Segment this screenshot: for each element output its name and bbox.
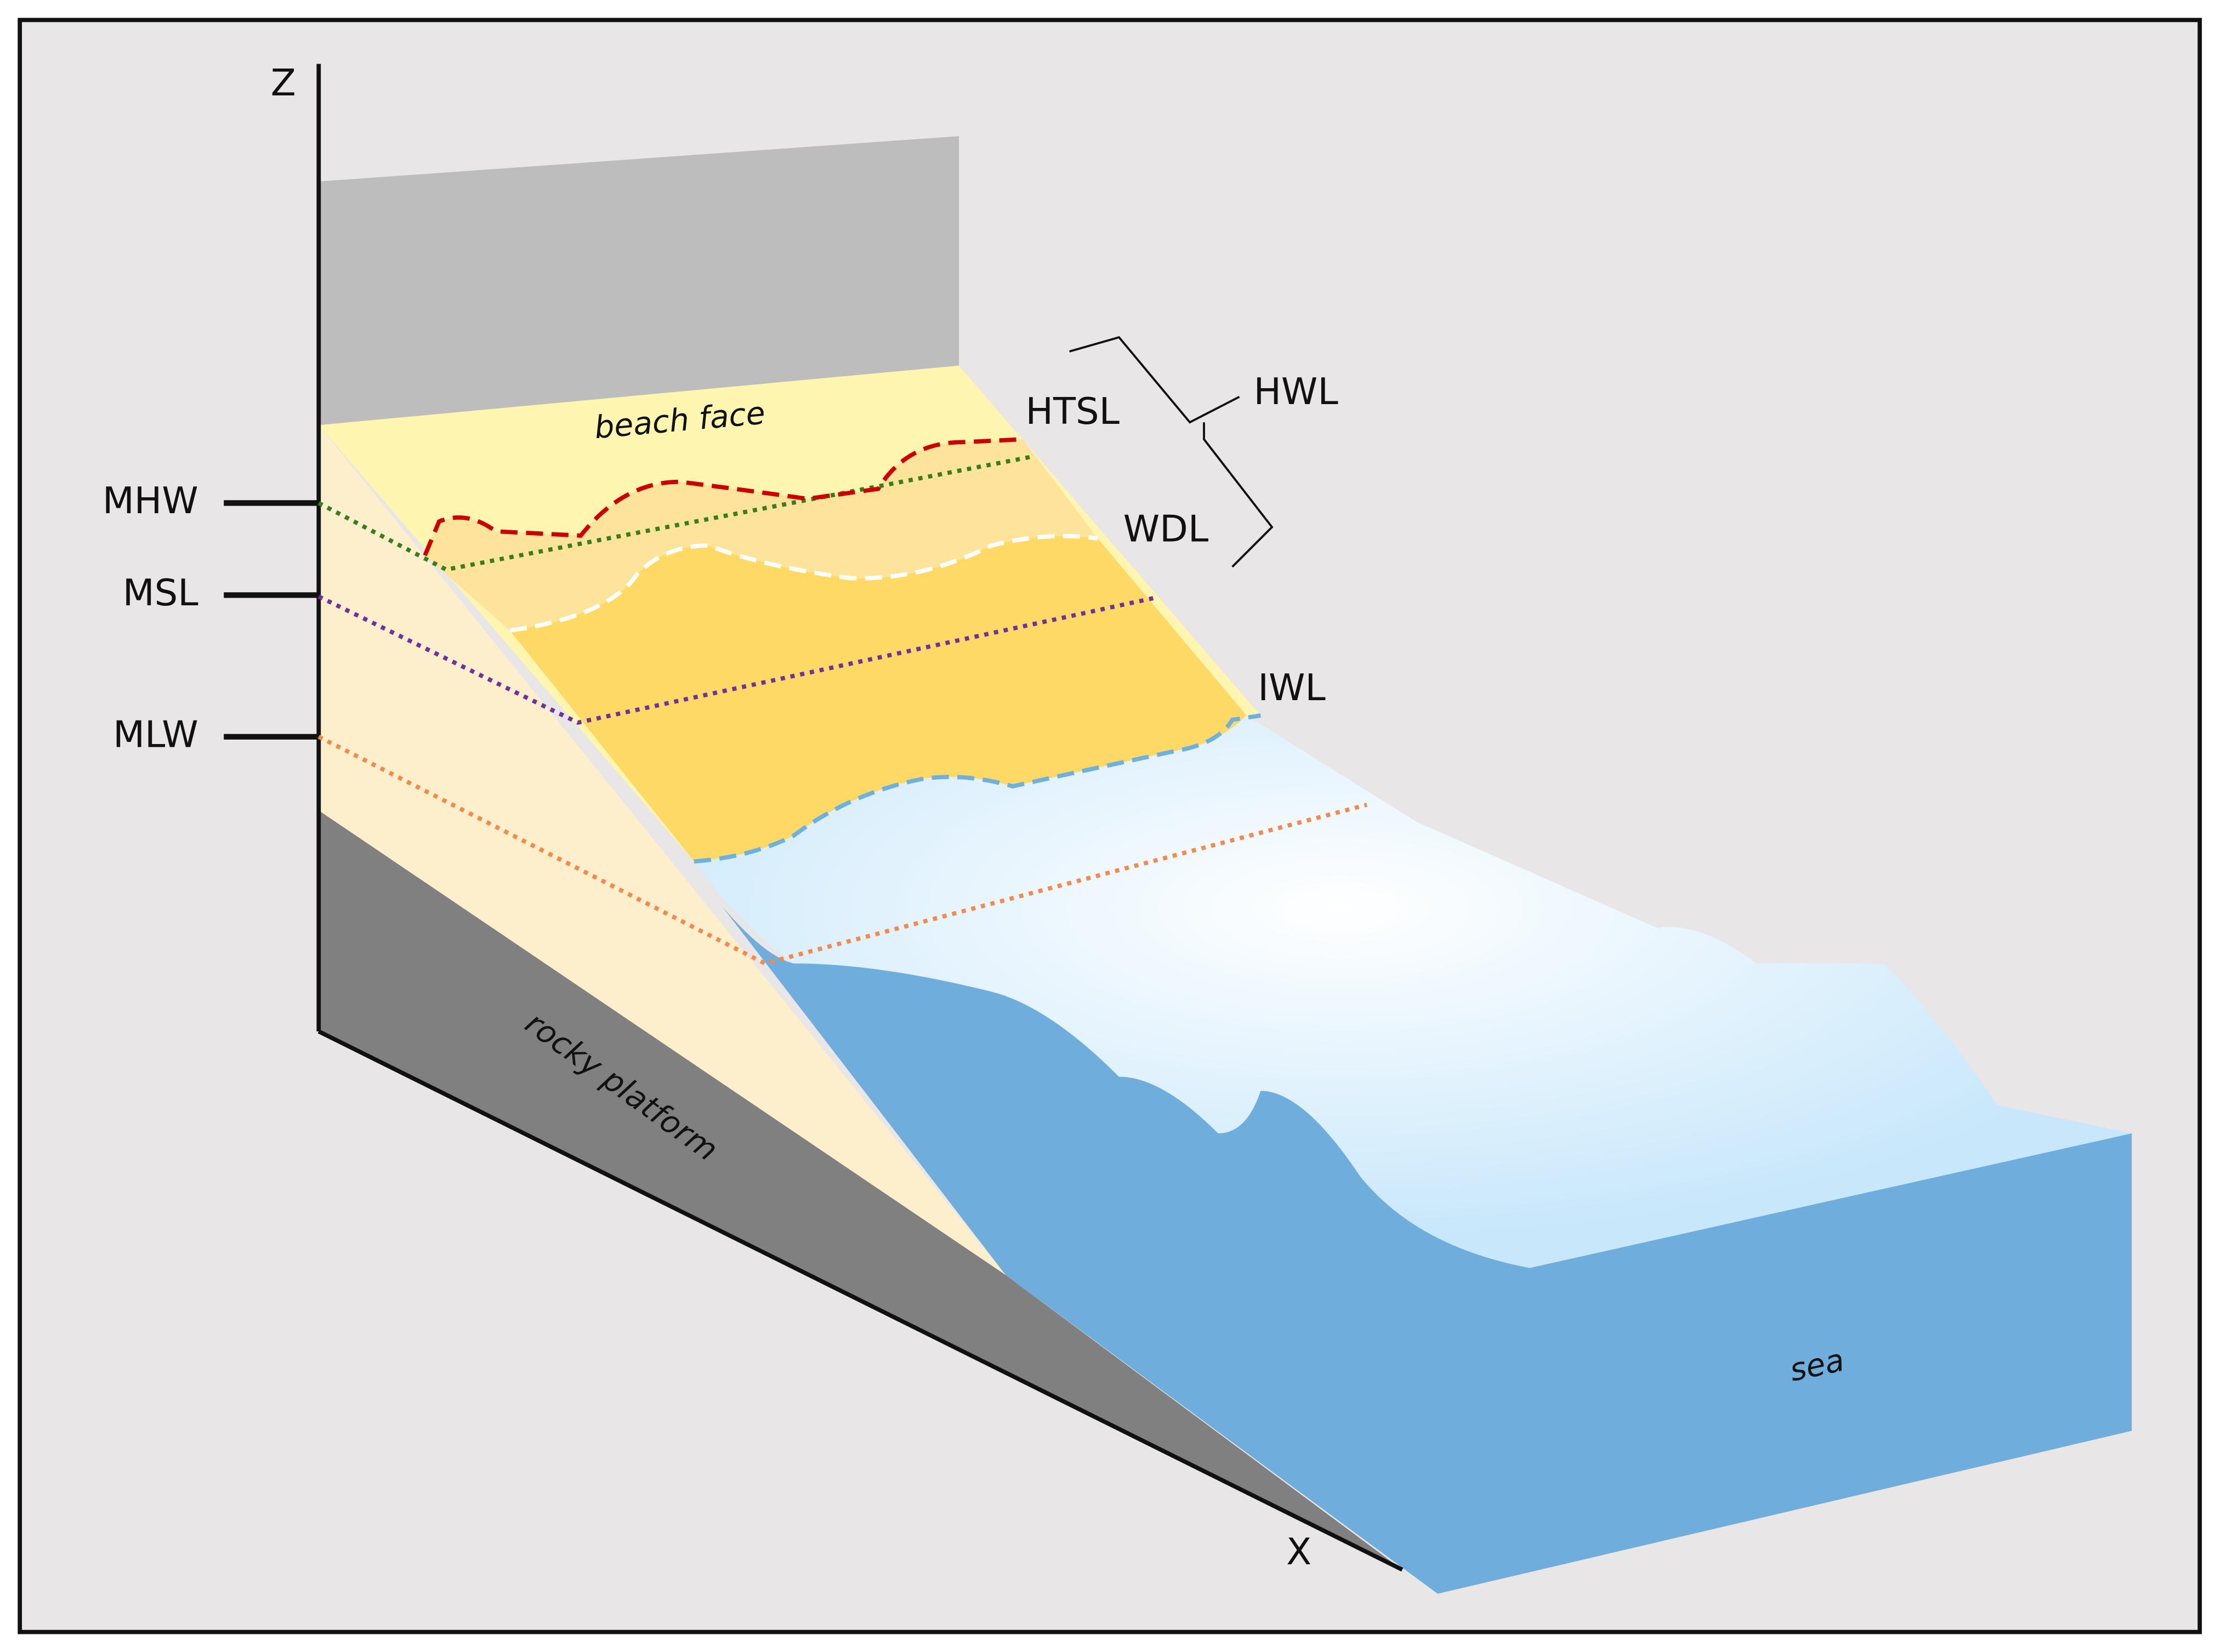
wdl-line: [509, 533, 1098, 633]
indicator-label: WDL: [1123, 508, 1209, 550]
mlw-line: [317, 735, 1368, 966]
water-surface: [694, 715, 2132, 1268]
indicator-label: HTSL: [1025, 390, 1120, 433]
rock-section: [319, 810, 1402, 1570]
iwl-line: [694, 713, 1261, 864]
indicator-label: IWL: [1258, 666, 1326, 709]
axis-label: Z: [271, 61, 296, 104]
level-label: MLW: [113, 713, 198, 756]
back-wall: [319, 136, 959, 425]
htsl-line: [423, 437, 1023, 557]
beach-section: [319, 425, 1006, 1275]
msl-line: [317, 594, 1155, 725]
hwl-bracket: [1069, 336, 1274, 568]
axis-label: X: [1286, 1530, 1311, 1573]
water-body: [722, 906, 2132, 1594]
level-label: MSL: [123, 571, 199, 614]
bracket-label: HWL: [1253, 370, 1338, 413]
x-axis: [317, 1029, 1404, 1572]
upper-beach-band: [425, 439, 1098, 631]
level-label: MHW: [103, 479, 198, 522]
